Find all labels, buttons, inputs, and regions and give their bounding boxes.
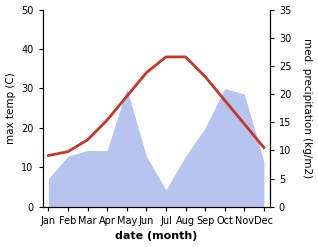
Y-axis label: max temp (C): max temp (C) [5, 72, 16, 144]
X-axis label: date (month): date (month) [115, 231, 197, 242]
Y-axis label: med. precipitation (kg/m2): med. precipitation (kg/m2) [302, 38, 313, 178]
